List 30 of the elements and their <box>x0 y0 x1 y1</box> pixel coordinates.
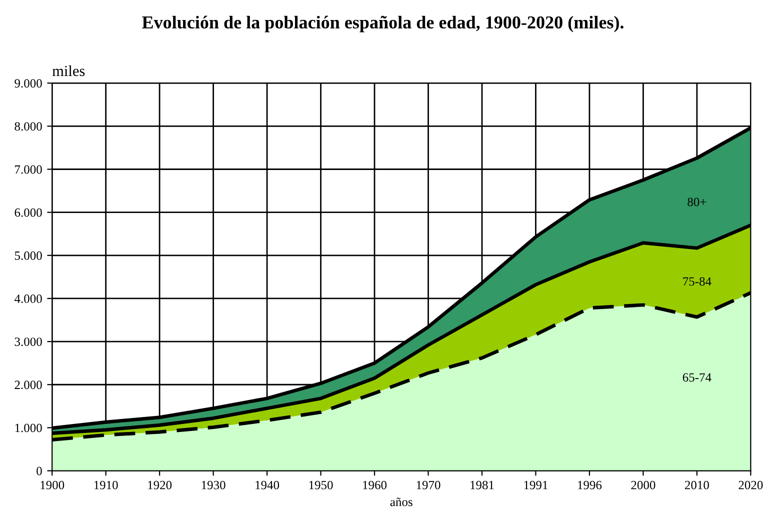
series-label: 75-84 <box>683 277 712 286</box>
x-tick-label: 1930 <box>202 480 226 490</box>
y-tick-label: 2.000 <box>14 380 42 390</box>
x-tick-label: 1950 <box>309 480 333 490</box>
y-axis-title: miles <box>52 65 85 76</box>
x-tick-label: 1910 <box>94 480 118 490</box>
x-tick-label: 1940 <box>256 480 280 490</box>
x-tick-label: 1981 <box>470 480 494 490</box>
series-label: 80+ <box>688 198 706 206</box>
x-tick-label: 1996 <box>578 480 602 490</box>
y-tick-label: 1.000 <box>15 424 42 432</box>
y-tick-label: 0 <box>36 466 42 476</box>
x-tick-label: 2000 <box>631 480 656 490</box>
x-tick-label: 1900 <box>40 480 64 490</box>
x-tick-label: 1991 <box>524 480 548 490</box>
x-tick-label: 1970 <box>416 480 440 490</box>
y-tick-label: 8.000 <box>14 122 42 131</box>
x-tick-label: 2020 <box>738 480 763 490</box>
y-tick-label: 4.000 <box>14 294 42 303</box>
chart-title: Evolución de la población española de edad, 1900-2020 (miles). <box>142 16 624 32</box>
x-tick-label: 2010 <box>684 480 709 490</box>
y-tick-label: 5.000 <box>14 251 42 260</box>
y-tick-label: 9.000 <box>14 79 42 88</box>
x-tick-label: 1960 <box>363 480 387 490</box>
x-axis-title: años <box>390 498 412 506</box>
x-tick-label: 1920 <box>148 480 172 490</box>
series-label: 65-74 <box>682 373 712 382</box>
y-tick-label: 6.000 <box>14 208 42 217</box>
y-tick-label: 3.000 <box>14 338 42 346</box>
y-tick-label: 7.000 <box>15 165 42 174</box>
